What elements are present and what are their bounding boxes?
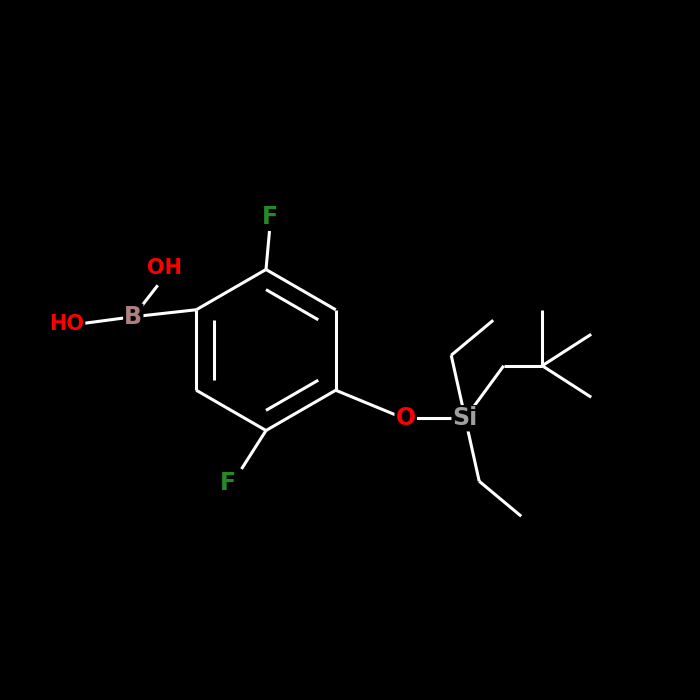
Text: OH: OH — [147, 258, 182, 278]
Text: F: F — [219, 471, 236, 495]
Text: HO: HO — [49, 314, 84, 334]
Text: Si: Si — [453, 406, 478, 430]
Text: B: B — [125, 304, 142, 329]
Text: O: O — [395, 406, 416, 430]
Text: F: F — [261, 205, 278, 229]
